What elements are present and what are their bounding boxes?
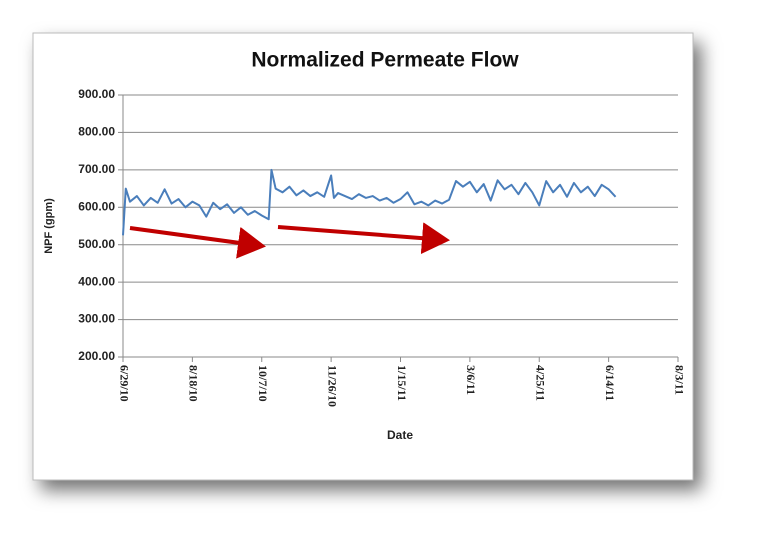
y-tick-label: 400.00 xyxy=(78,274,115,288)
x-tick-label: 11/26/10 xyxy=(325,365,339,407)
y-axis-title: NPF (gpm) xyxy=(43,198,55,254)
x-tick-label: 8/3/11 xyxy=(672,365,686,395)
x-tick-label: 10/7/10 xyxy=(256,365,270,402)
y-tick-label: 500.00 xyxy=(78,237,115,251)
x-tick-label: 4/25/11 xyxy=(534,365,548,401)
y-tick-label: 300.00 xyxy=(78,312,115,326)
x-tick-label: 1/15/11 xyxy=(395,365,409,401)
trend-arrow xyxy=(129,226,266,259)
x-tick-label: 3/6/11 xyxy=(464,365,478,395)
y-tick-label: 700.00 xyxy=(78,162,115,176)
data-line xyxy=(122,168,617,236)
chart-frame xyxy=(32,32,694,481)
plot-area: 200.00 300.00 400.00 500.00 600.00 700.00 800.… xyxy=(78,87,686,407)
x-tick-label: 6/29/10 xyxy=(117,365,131,402)
y-tick-label: 800.00 xyxy=(78,125,115,139)
x-tick-label: 6/14/11 xyxy=(603,365,617,401)
trend-arrow xyxy=(277,222,450,255)
x-axis-title: Date xyxy=(387,428,413,442)
x-tick-label: 8/18/10 xyxy=(187,365,201,402)
y-tick-label: 900.00 xyxy=(78,87,115,101)
chart-title: Normalized Permeate Flow xyxy=(251,49,519,72)
y-tick-label: 600.00 xyxy=(78,199,115,213)
y-tick-label: 200.00 xyxy=(78,349,115,363)
